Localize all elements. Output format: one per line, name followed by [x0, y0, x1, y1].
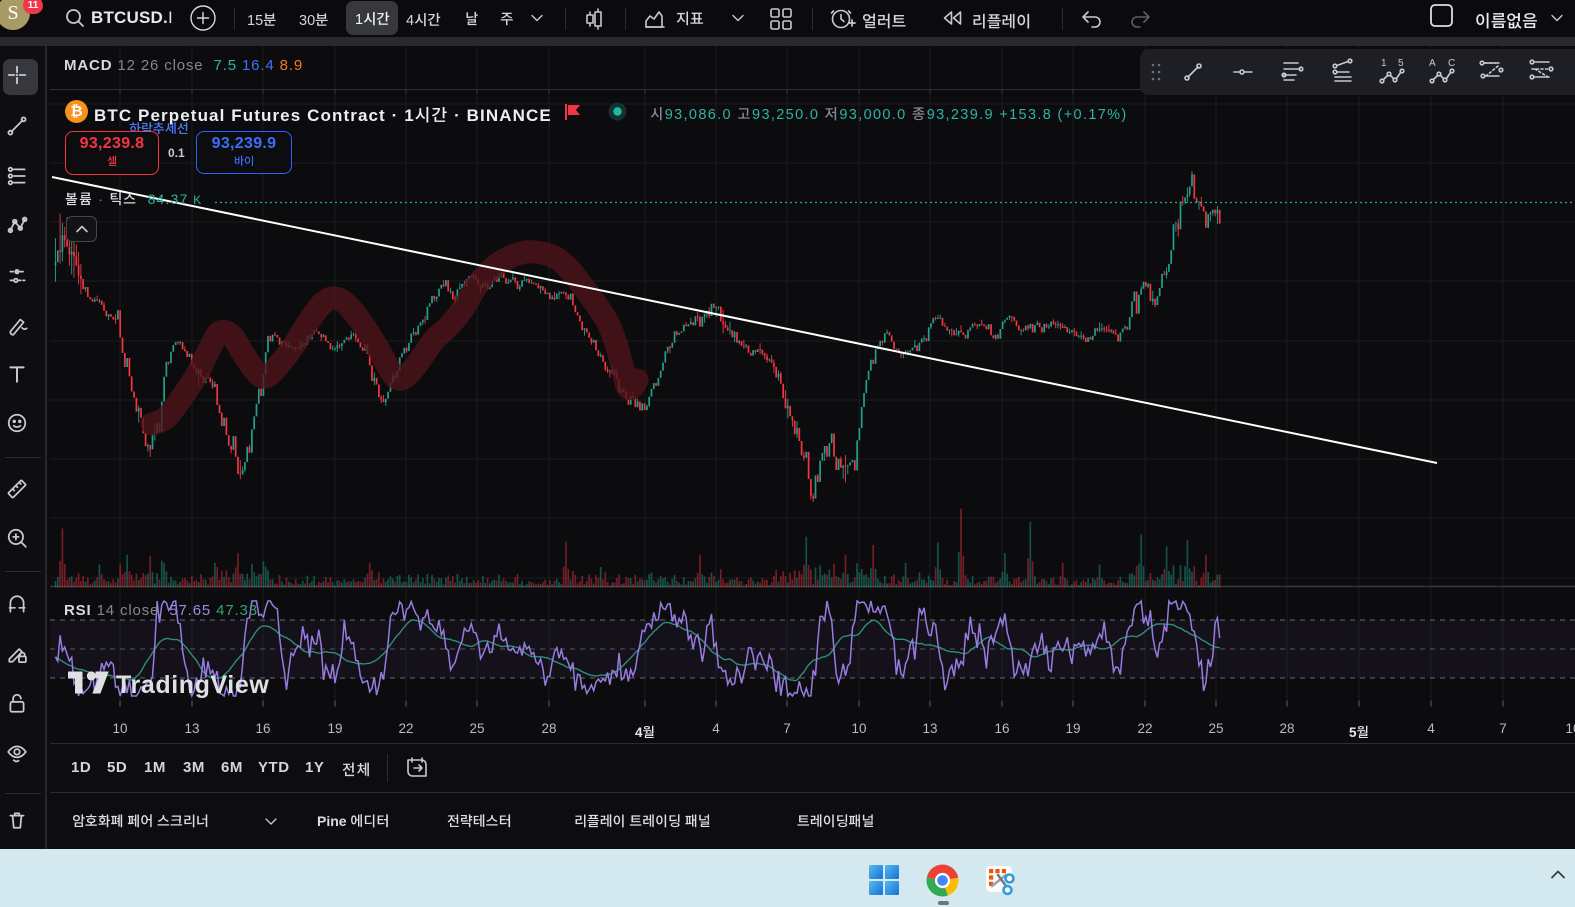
svg-text:A: A	[1429, 58, 1436, 69]
svg-text:5: 5	[1398, 58, 1404, 69]
svg-text:1: 1	[1381, 58, 1387, 69]
svg-text:TradingView: TradingView	[116, 671, 269, 698]
svg-text:C: C	[1448, 58, 1455, 69]
